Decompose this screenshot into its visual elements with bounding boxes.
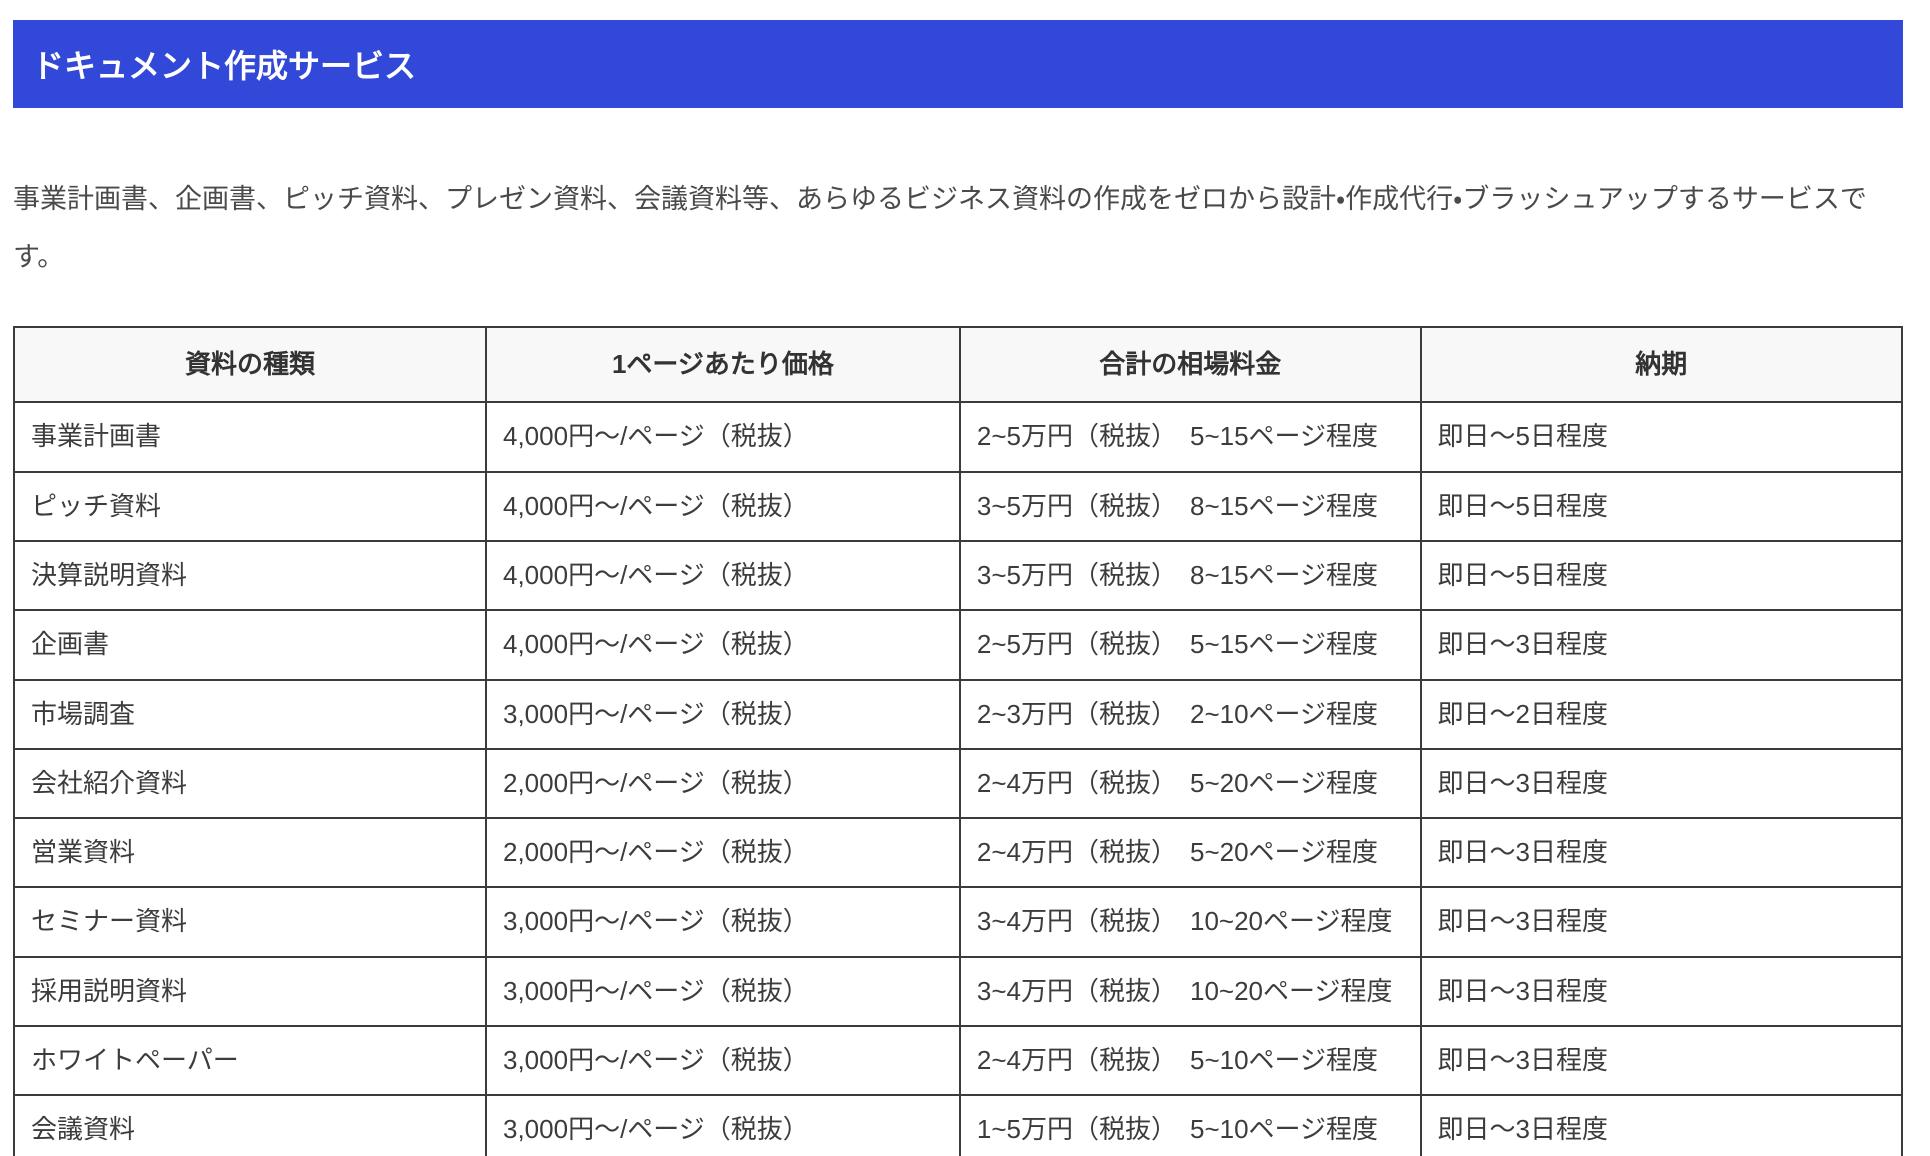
- cell-price-per-page: 2,000円〜/ページ（税抜）: [485, 817, 961, 889]
- cell-total-price-range: 2~4万円（税抜） 5~10ページ程度: [958, 1025, 1422, 1097]
- cell-price-per-page: 4,000円〜/ページ（税抜）: [485, 539, 961, 612]
- cell-delivery-time: 即日〜2日程度: [1419, 678, 1904, 750]
- column-header-delivery-time: 納期: [1419, 326, 1904, 404]
- cell-delivery-time: 即日〜3日程度: [1419, 955, 1904, 1028]
- cell-document-type: 事業計画書: [13, 401, 487, 473]
- table-row: セミナー資料 3,000円〜/ページ（税抜） 3~4万円（税抜） 10~20ページ程…: [13, 886, 1904, 958]
- cell-document-type: セミナー資料: [13, 886, 487, 958]
- cell-price-per-page: 4,000円〜/ページ（税抜）: [485, 470, 961, 542]
- cell-delivery-time: 即日〜3日程度: [1419, 609, 1904, 681]
- cell-total-price-range: 2~4万円（税抜） 5~20ページ程度: [958, 817, 1422, 889]
- cell-price-per-page: 3,000円〜/ページ（税抜）: [485, 1025, 961, 1097]
- page-title: ドキュメント作成サービス: [32, 48, 417, 84]
- cell-delivery-time: 即日〜3日程度: [1419, 886, 1904, 958]
- cell-document-type: 会議資料: [13, 1094, 487, 1156]
- cell-delivery-time: 即日〜3日程度: [1419, 817, 1904, 889]
- cell-document-type: 営業資料: [13, 817, 487, 889]
- cell-delivery-time: 即日〜5日程度: [1419, 470, 1904, 542]
- table-header-row: 資料の種類 1ページあたり価格 合計の相場料金 納期: [13, 326, 1904, 404]
- table-row: ピッチ資料 4,000円〜/ページ（税抜） 3~5万円（税抜） 8~15ページ程度即…: [13, 470, 1904, 542]
- cell-document-type: ホワイトペーパー: [13, 1025, 487, 1097]
- cell-delivery-time: 即日〜3日程度: [1419, 1025, 1904, 1097]
- table-row: 事業計画書 4,000円〜/ページ（税抜） 2~5万円（税抜） 5~15ページ程度即…: [13, 401, 1904, 473]
- cell-total-price-range: 2~5万円（税抜） 5~15ページ程度: [958, 609, 1422, 681]
- page-title-banner: ドキュメント作成サービス: [13, 20, 1903, 108]
- cell-price-per-page: 2,000円〜/ページ（税抜）: [485, 747, 961, 820]
- cell-document-type: 市場調査: [13, 678, 487, 750]
- cell-total-price-range: 3~4万円（税抜） 10~20ページ程度: [958, 955, 1422, 1028]
- column-header-price-per-page: 1ページあたり価格: [485, 326, 961, 404]
- service-description: 事業計画書、企画書、ピッチ資料、プレゼン資料、会議資料等、あらゆるビジネス資料の…: [13, 184, 1867, 273]
- table-row: 決算説明資料 4,000円〜/ページ（税抜） 3~5万円（税抜） 8~15ページ程度…: [13, 539, 1904, 612]
- column-header-document-type: 資料の種類: [13, 326, 487, 404]
- table-body: 事業計画書 4,000円〜/ページ（税抜） 2~5万円（税抜） 5~15ページ程度即…: [13, 401, 1904, 1156]
- cell-price-per-page: 3,000円〜/ページ（税抜）: [485, 886, 961, 958]
- cell-document-type: 採用説明資料: [13, 955, 487, 1028]
- cell-price-per-page: 3,000円〜/ページ（税抜）: [485, 1094, 961, 1156]
- table-row: 会社紹介資料 2,000円〜/ページ（税抜） 2~4万円（税抜） 5~20ページ程度…: [13, 747, 1904, 820]
- cell-total-price-range: 1~5万円（税抜） 5~10ページ程度: [958, 1094, 1422, 1156]
- cell-total-price-range: 3~5万円（税抜） 8~15ページ程度: [958, 470, 1422, 542]
- cell-total-price-range: 3~4万円（税抜） 10~20ページ程度: [958, 886, 1422, 958]
- cell-total-price-range: 3~5万円（税抜） 8~15ページ程度: [958, 539, 1422, 612]
- cell-price-per-page: 3,000円〜/ページ（税抜）: [485, 955, 961, 1028]
- cell-price-per-page: 3,000円〜/ページ（税抜）: [485, 678, 961, 750]
- table-row: 営業資料 2,000円〜/ページ（税抜） 2~4万円（税抜） 5~20ページ程度 即日…: [13, 817, 1904, 889]
- table-row: 市場調査 3,000円〜/ページ（税抜） 2~3万円（税抜） 2~10ページ程度 即日…: [13, 678, 1904, 750]
- cell-document-type: 会社紹介資料: [13, 747, 487, 820]
- cell-price-per-page: 4,000円〜/ページ（税抜）: [485, 609, 961, 681]
- cell-delivery-time: 即日〜3日程度: [1419, 1094, 1904, 1156]
- table-row: 採用説明資料 3,000円〜/ページ（税抜） 3~4万円（税抜） 10~20ページ程…: [13, 955, 1904, 1028]
- cell-total-price-range: 2~3万円（税抜） 2~10ページ程度: [958, 678, 1422, 750]
- cell-delivery-time: 即日〜3日程度: [1419, 747, 1904, 820]
- pricing-table: 資料の種類 1ページあたり価格 合計の相場料金 納期 事業計画書 4,000円〜/ページ…: [13, 326, 1904, 1156]
- cell-document-type: ピッチ資料: [13, 470, 487, 542]
- cell-document-type: 決算説明資料: [13, 539, 487, 612]
- cell-total-price-range: 2~4万円（税抜） 5~20ページ程度: [958, 747, 1422, 820]
- cell-delivery-time: 即日〜5日程度: [1419, 401, 1904, 473]
- table-row: 会議資料 3,000円〜/ページ（税抜） 1~5万円（税抜） 5~10ページ程度 即日…: [13, 1094, 1904, 1156]
- cell-total-price-range: 2~5万円（税抜） 5~15ページ程度: [958, 401, 1422, 473]
- table-row: ホワイトペーパー 3,000円〜/ページ（税抜） 2~4万円（税抜） 5~10ページ…: [13, 1025, 1904, 1097]
- cell-delivery-time: 即日〜5日程度: [1419, 539, 1904, 612]
- cell-price-per-page: 4,000円〜/ページ（税抜）: [485, 401, 961, 473]
- column-header-total-price-range: 合計の相場料金: [958, 326, 1422, 404]
- cell-document-type: 企画書: [13, 609, 487, 681]
- table-row: 企画書 4,000円〜/ページ（税抜） 2~5万円（税抜） 5~15ページ程度 即日〜…: [13, 609, 1904, 681]
